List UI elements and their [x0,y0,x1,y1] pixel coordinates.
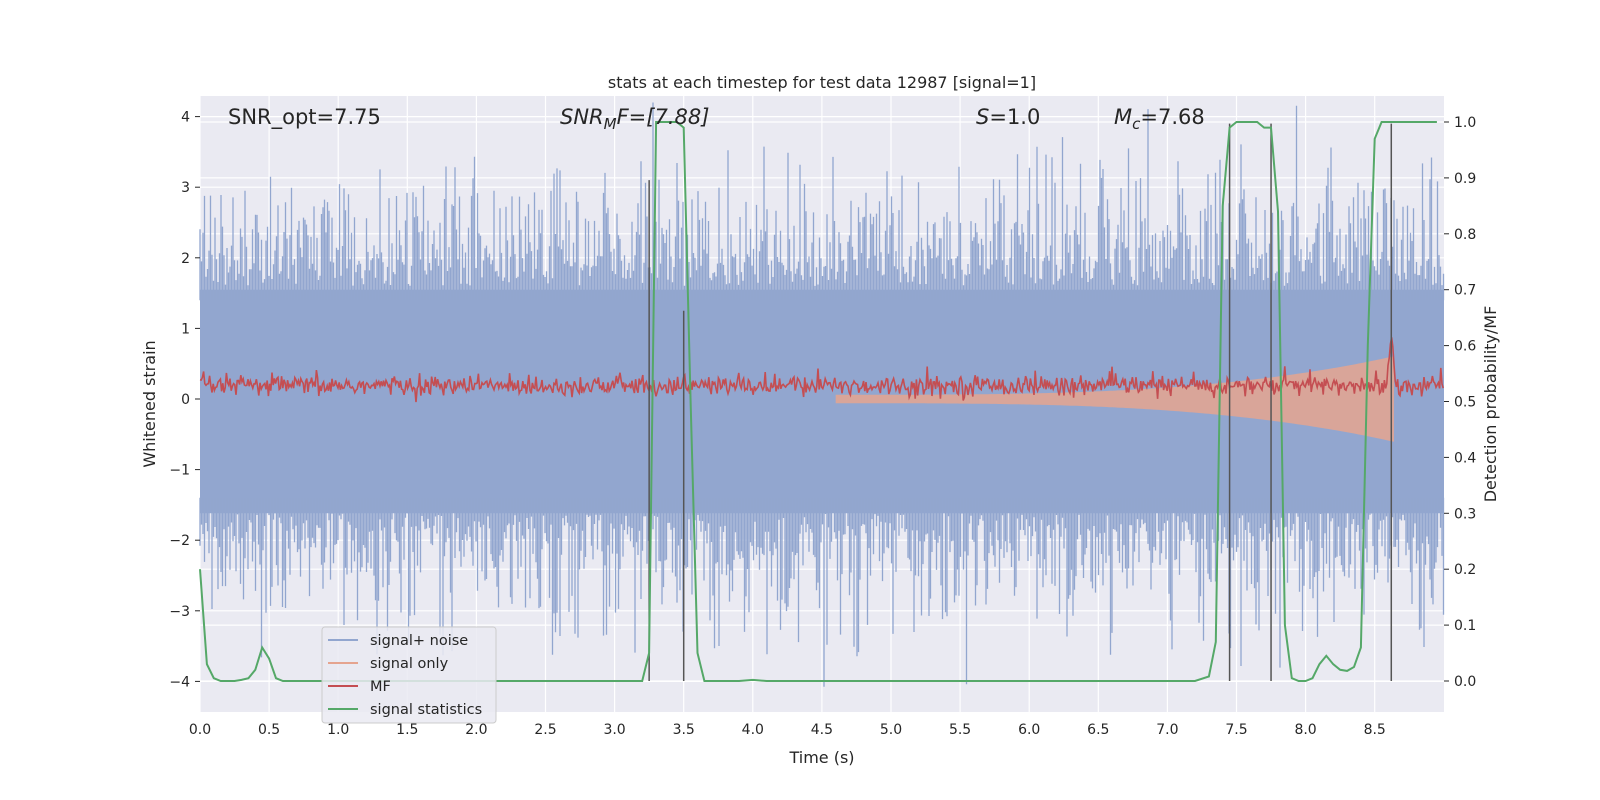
legend-label-stats: signal statistics [370,702,482,718]
y-tick-1: 3 [181,180,190,196]
x-tick-17: 8.5 [1364,722,1386,738]
y2-tick-4: 0.6 [1454,339,1476,355]
legend-label-signal: signal only [370,656,449,672]
y2-tick-10: 0.0 [1454,674,1476,690]
x-tick-6: 3.0 [603,722,625,738]
legend-label-noise: signal+ noise [370,633,468,649]
y2-tick-7: 0.3 [1454,506,1476,522]
x-tick-13: 6.5 [1087,722,1109,738]
y2-tick-8: 0.2 [1454,562,1476,578]
x-tick-8: 4.0 [742,722,764,738]
y2-tick-6: 0.4 [1454,450,1476,466]
annotation-snr-mf: SNRMF=[7.88] [560,105,709,133]
legend: signal+ noise signal only MF signal stat… [321,626,497,724]
annotation-snr-mf-main: SNR [560,105,604,129]
x-tick-1: 0.5 [258,722,280,738]
y2-axis-ticks: 1.0 0.9 0.8 0.7 0.6 0.5 0.4 0.3 0.2 0.1 0.0 [1444,115,1476,690]
x-tick-9: 4.5 [811,722,833,738]
annotation-s-rest: =1.0 [989,105,1040,129]
noise-spikes-top [199,102,1445,301]
x-tick-4: 2.0 [465,722,487,738]
annotation-mc-main: M [1114,105,1132,129]
y-tick-3: 1 [181,321,190,337]
y2-tick-3: 0.7 [1454,283,1476,299]
y-axis-ticks: 4 3 2 1 0 −1 −2 −3 −4 [169,110,200,690]
y-tick-6: −2 [169,533,190,549]
y2-tick-9: 0.1 [1454,618,1476,634]
signal-statistics-series [199,121,1437,682]
annotation-s: S=1.0 [976,105,1040,129]
x-tick-2: 1.0 [327,722,349,738]
annotation-s-main: S [976,105,989,129]
signal-envelope [835,356,1394,442]
x-tick-16: 8.0 [1294,722,1316,738]
y-tick-7: −3 [169,604,190,620]
x-tick-10: 5.0 [880,722,902,738]
x-axis-ticks: 0.0 0.5 1.0 1.5 2.0 2.5 3.0 3.5 4.0 4.5 5.0 5.5 6.0 6… [189,722,1386,738]
annotation-snr-mf-sub: M [604,115,617,133]
annotation-snr-mf-rest: F=[7.88] [617,105,710,129]
y2-tick-2: 0.8 [1454,227,1476,243]
y-tick-0: 4 [181,110,190,126]
legend-label-mf: MF [370,679,391,695]
y2-tick-1: 0.9 [1454,171,1476,187]
mf-series [199,337,1444,403]
x-tick-7: 3.5 [673,722,695,738]
y-axis-label: Whitened strain [140,340,159,467]
noise-spikes-bottom [199,497,1445,687]
y2-tick-5: 0.5 [1454,395,1476,411]
y2-axis-label: Detection probability/MF [1481,306,1500,503]
chart-title: stats at each timestep for test data 129… [608,73,1036,92]
x-tick-5: 2.5 [534,722,556,738]
x-tick-0: 0.0 [189,722,211,738]
y-tick-4: 0 [181,392,190,408]
mf-trace [199,337,1444,403]
x-axis-label: Time (s) [788,748,854,767]
x-tick-15: 7.5 [1225,722,1247,738]
x-tick-12: 6.0 [1018,722,1040,738]
signal-only-series [835,356,1394,442]
signal-statistics-line [199,121,1437,682]
annotation-mc-rest: =7.68 [1140,105,1204,129]
legend-box [321,626,497,724]
y-tick-5: −1 [169,463,190,479]
x-tick-11: 5.5 [949,722,971,738]
y-tick-2: 2 [181,251,190,267]
x-tick-3: 1.5 [396,722,418,738]
y2-tick-0: 1.0 [1454,115,1476,131]
y-tick-8: −4 [169,674,190,690]
annotation-snr-opt: SNR_opt=7.75 [228,105,381,130]
annotation-mc-sub: c [1132,115,1141,133]
x-tick-14: 7.0 [1156,722,1178,738]
annotation-mc: Mc=7.68 [1114,105,1205,133]
